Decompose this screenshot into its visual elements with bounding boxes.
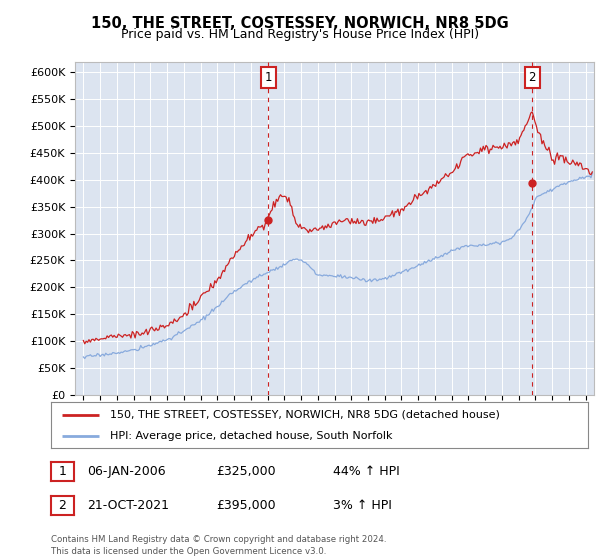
Text: 1: 1 <box>58 465 67 478</box>
Text: 150, THE STREET, COSTESSEY, NORWICH, NR8 5DG: 150, THE STREET, COSTESSEY, NORWICH, NR8… <box>91 16 509 31</box>
Text: 21-OCT-2021: 21-OCT-2021 <box>87 498 169 512</box>
Text: £325,000: £325,000 <box>216 465 275 478</box>
Text: 1: 1 <box>265 71 272 84</box>
Text: £395,000: £395,000 <box>216 498 275 512</box>
Text: 06-JAN-2006: 06-JAN-2006 <box>87 465 166 478</box>
Text: HPI: Average price, detached house, South Norfolk: HPI: Average price, detached house, Sout… <box>110 431 392 441</box>
Text: Price paid vs. HM Land Registry's House Price Index (HPI): Price paid vs. HM Land Registry's House … <box>121 28 479 41</box>
Text: Contains HM Land Registry data © Crown copyright and database right 2024.
This d: Contains HM Land Registry data © Crown c… <box>51 535 386 556</box>
Text: 2: 2 <box>529 71 536 84</box>
Text: 150, THE STREET, COSTESSEY, NORWICH, NR8 5DG (detached house): 150, THE STREET, COSTESSEY, NORWICH, NR8… <box>110 410 500 420</box>
Text: 44% ↑ HPI: 44% ↑ HPI <box>333 465 400 478</box>
Text: 3% ↑ HPI: 3% ↑ HPI <box>333 498 392 512</box>
Text: 2: 2 <box>58 498 67 512</box>
